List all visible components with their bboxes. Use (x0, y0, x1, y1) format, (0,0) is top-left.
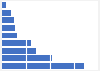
Bar (2, 25, 15, 31)
Bar (2, 2, 6, 8)
Bar (2, 33, 17, 38)
Bar (2, 48, 36, 54)
Bar (2, 63, 84, 69)
Bar (2, 10, 11, 16)
Bar (2, 40, 31, 46)
Bar (2, 17, 14, 23)
Bar (2, 55, 52, 61)
